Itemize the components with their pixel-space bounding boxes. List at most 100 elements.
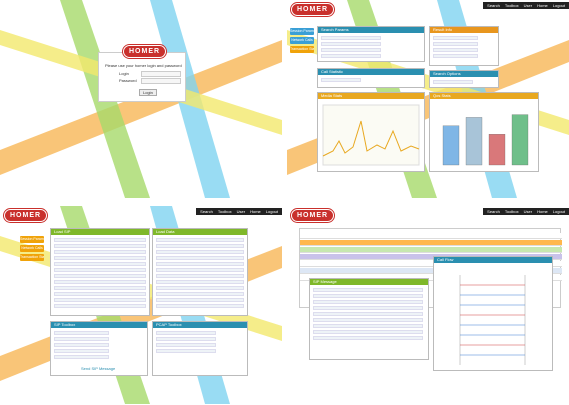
panel-header: Load Data xyxy=(153,229,247,235)
panel: SIP Toolbox Send SIP Message xyxy=(50,321,148,376)
menu-button[interactable]: Network Calls xyxy=(20,245,44,252)
nav-link[interactable]: Search xyxy=(200,209,213,214)
bar xyxy=(442,125,460,166)
nav-link[interactable]: Logout xyxy=(265,209,278,214)
login-screen: HOMER Please use your homer login and pas… xyxy=(0,0,282,198)
row xyxy=(54,337,109,341)
login-button[interactable]: Login xyxy=(139,89,157,96)
table-row xyxy=(300,268,562,274)
nav-link[interactable]: Toolbox xyxy=(504,3,519,8)
menu-button[interactable]: Session Params xyxy=(290,28,314,35)
row xyxy=(313,324,423,328)
row xyxy=(156,262,244,266)
nav-link[interactable]: User xyxy=(236,209,246,214)
row xyxy=(54,274,146,278)
panel-header: Call Statistic xyxy=(318,69,424,75)
search-screen: Search Toolbox User Home Logout HOMER Session … xyxy=(287,0,569,198)
row xyxy=(156,286,244,290)
nav-link[interactable]: Home xyxy=(250,209,261,214)
table-row xyxy=(300,233,562,239)
panel-header: Search Params xyxy=(318,27,424,33)
row xyxy=(54,343,109,347)
menu-button[interactable]: Session Params xyxy=(20,236,44,243)
row xyxy=(313,336,423,340)
table-row xyxy=(300,240,562,246)
row xyxy=(54,268,146,272)
panel: Qos Stats xyxy=(429,92,539,172)
menu-button[interactable]: Network Calls xyxy=(290,37,314,44)
chart-area xyxy=(322,104,420,166)
row xyxy=(433,36,478,40)
row xyxy=(156,331,216,335)
nav-bar: Search Toolbox User Home Logout xyxy=(196,208,282,215)
nav-link[interactable]: User xyxy=(523,3,533,8)
row xyxy=(321,78,361,82)
row xyxy=(156,274,244,278)
row xyxy=(54,298,146,302)
row xyxy=(433,48,478,52)
send-button[interactable]: Send SIP Message xyxy=(81,366,116,371)
row xyxy=(54,349,109,353)
row xyxy=(54,244,146,248)
panel-header: Media Stats xyxy=(318,93,424,99)
nav-link[interactable]: Search xyxy=(487,209,500,214)
nav-link[interactable]: Toolbox xyxy=(504,209,519,214)
row xyxy=(313,288,423,292)
menu-button[interactable]: Transaction Stats xyxy=(20,254,44,261)
row xyxy=(156,292,244,296)
nav-link[interactable]: Home xyxy=(537,209,548,214)
panel: PCAP Toolbox xyxy=(152,321,248,376)
row xyxy=(156,337,216,341)
row xyxy=(156,298,244,302)
row xyxy=(156,280,244,284)
row xyxy=(156,238,244,242)
panel-header: Call Flow xyxy=(434,257,552,263)
nav-bar: Search Toolbox User Home Logout xyxy=(483,2,569,9)
bar xyxy=(511,114,529,166)
row xyxy=(156,250,244,254)
row xyxy=(54,238,146,242)
row xyxy=(54,355,109,359)
logo: HOMER xyxy=(291,3,335,16)
row xyxy=(54,256,146,260)
row xyxy=(54,280,146,284)
result-table xyxy=(299,228,562,308)
bar xyxy=(465,117,483,166)
menu-button[interactable]: Transaction Stats xyxy=(290,46,314,53)
row xyxy=(321,42,381,46)
nav-link[interactable]: Search xyxy=(487,3,500,8)
nav-link[interactable]: Toolbox xyxy=(217,209,232,214)
call-flow xyxy=(459,275,526,365)
logo: HOMER xyxy=(123,45,167,58)
nav-bar: Search Toolbox User Home Logout xyxy=(483,208,569,215)
panel: Search Params xyxy=(317,26,425,62)
row xyxy=(433,80,473,84)
stripe xyxy=(0,40,282,175)
panel: SIP Message xyxy=(309,278,429,360)
media-chart xyxy=(322,104,420,166)
input-field[interactable] xyxy=(141,78,181,84)
row xyxy=(321,54,381,58)
row xyxy=(156,349,216,353)
nav-link[interactable]: Home xyxy=(537,3,548,8)
row xyxy=(433,42,478,46)
login-box: Please use your homer login and password… xyxy=(98,52,186,102)
nav-link[interactable]: User xyxy=(523,209,533,214)
field-label: Login xyxy=(119,71,129,76)
input-field[interactable] xyxy=(141,71,181,77)
nav-link[interactable]: Logout xyxy=(552,209,565,214)
row xyxy=(313,300,423,304)
nav-link[interactable]: Logout xyxy=(552,3,565,8)
table-row xyxy=(300,275,562,281)
row xyxy=(156,256,244,260)
row xyxy=(313,306,423,310)
bar xyxy=(488,134,506,166)
row xyxy=(156,304,244,308)
panel: Load Data xyxy=(152,228,248,316)
row xyxy=(54,262,146,266)
row xyxy=(54,286,146,290)
row xyxy=(313,330,423,334)
panel: Call Statistic xyxy=(317,68,425,88)
row xyxy=(156,343,216,347)
row xyxy=(156,268,244,272)
